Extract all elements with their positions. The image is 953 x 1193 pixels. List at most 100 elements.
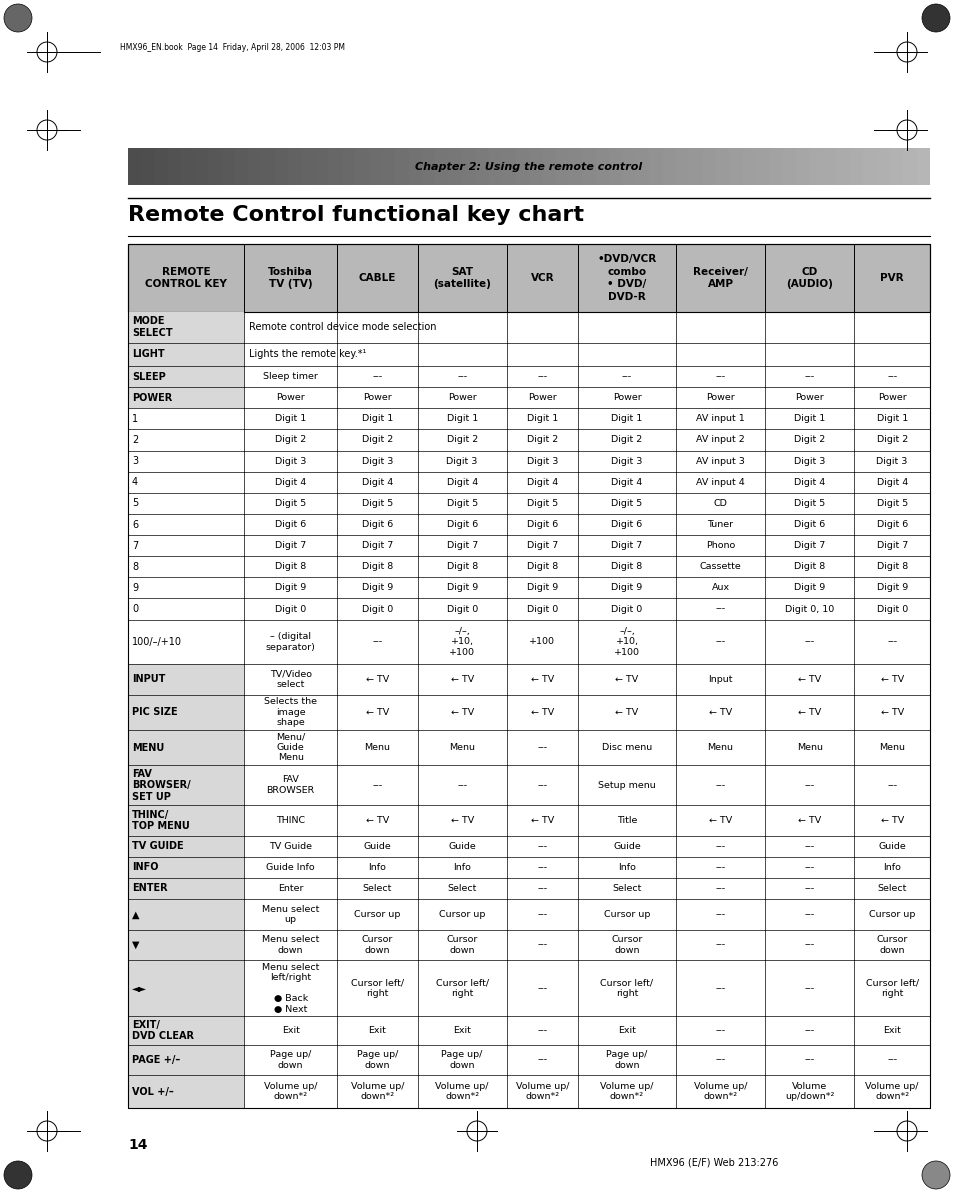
Bar [421, 148, 435, 185]
Bar [488, 148, 501, 185]
Bar [341, 148, 355, 185]
Text: Cursor up: Cursor up [868, 910, 914, 919]
Text: Digit 0: Digit 0 [876, 605, 907, 613]
Text: +100: +100 [529, 637, 555, 647]
Bar [314, 148, 328, 185]
Bar [128, 245, 929, 313]
Text: ---: --- [803, 984, 814, 993]
Text: ← TV: ← TV [530, 816, 554, 824]
Text: PAGE +/–: PAGE +/– [132, 1055, 180, 1065]
Text: Volume up/
down*²: Volume up/ down*² [351, 1082, 404, 1101]
Text: Digit 5: Digit 5 [274, 499, 306, 508]
Text: ---: --- [715, 605, 725, 613]
Text: Page up/
down: Page up/ down [270, 1050, 311, 1070]
Bar [596, 148, 609, 185]
Text: Guide: Guide [878, 842, 905, 851]
Bar [194, 148, 208, 185]
Bar [782, 148, 796, 185]
Text: ---: --- [803, 1056, 814, 1064]
Text: ---: --- [715, 984, 725, 993]
Text: –/–,
+10,
+100: –/–, +10, +100 [614, 628, 639, 657]
Bar [769, 148, 782, 185]
Bar [515, 148, 529, 185]
Text: Digit 6: Digit 6 [611, 520, 642, 528]
Text: Digit 4: Digit 4 [274, 477, 306, 487]
Bar [128, 1016, 244, 1045]
Text: Power: Power [705, 394, 734, 402]
Text: Digit 1: Digit 1 [526, 414, 558, 424]
Text: PVR: PVR [880, 273, 903, 283]
Text: 3: 3 [132, 456, 138, 466]
Bar [529, 148, 542, 185]
Text: Cursor up: Cursor up [438, 910, 485, 919]
Text: ← TV: ← TV [366, 707, 389, 717]
Text: ---: --- [715, 372, 725, 381]
Text: Guide Info: Guide Info [266, 863, 314, 872]
Text: AV input 3: AV input 3 [696, 457, 744, 465]
Text: Digit 2: Digit 2 [876, 435, 907, 445]
Text: Digit 5: Digit 5 [876, 499, 907, 508]
Text: Page up/
down: Page up/ down [606, 1050, 647, 1070]
Bar [556, 148, 569, 185]
Bar [702, 148, 716, 185]
Text: Power: Power [795, 394, 823, 402]
Text: Volume up/
down*²: Volume up/ down*² [599, 1082, 653, 1101]
Bar [876, 148, 889, 185]
Text: Cursor up: Cursor up [354, 910, 400, 919]
Bar [676, 148, 689, 185]
Text: Digit 4: Digit 4 [876, 477, 907, 487]
Bar [916, 148, 929, 185]
Text: ---: --- [803, 372, 814, 381]
Text: Digit 1: Digit 1 [274, 414, 306, 424]
Bar [128, 342, 244, 366]
Text: – (digital
separator): – (digital separator) [266, 632, 315, 651]
Text: ← TV: ← TV [530, 675, 554, 684]
Text: Digit 6: Digit 6 [526, 520, 558, 528]
Bar [128, 245, 929, 313]
Text: ENTER: ENTER [132, 884, 168, 894]
Text: Digit 3: Digit 3 [446, 457, 477, 465]
Text: Guide: Guide [363, 842, 391, 851]
Bar [862, 148, 876, 185]
Bar [128, 805, 244, 835]
Text: ← TV: ← TV [615, 675, 638, 684]
Text: Cursor
down: Cursor down [446, 935, 477, 954]
Text: AV input 2: AV input 2 [696, 435, 744, 445]
Text: ---: --- [803, 780, 814, 790]
Text: ← TV: ← TV [450, 675, 474, 684]
Text: ▼: ▼ [132, 940, 139, 950]
Text: ---: --- [803, 1026, 814, 1036]
Text: ---: --- [537, 743, 547, 752]
Text: Select: Select [362, 884, 392, 892]
Text: Select: Select [447, 884, 476, 892]
Bar [809, 148, 822, 185]
Text: Digit 4: Digit 4 [611, 477, 642, 487]
Text: Info: Info [882, 863, 901, 872]
Text: THINC: THINC [275, 816, 305, 824]
Text: ---: --- [537, 884, 547, 892]
Bar [128, 148, 141, 185]
Text: MODE
SELECT: MODE SELECT [132, 316, 172, 338]
Bar [622, 148, 636, 185]
Circle shape [4, 1161, 32, 1189]
Text: ← TV: ← TV [708, 816, 732, 824]
Text: Menu: Menu [449, 743, 475, 752]
Text: ← TV: ← TV [366, 816, 389, 824]
Bar [128, 878, 244, 900]
Text: ---: --- [537, 780, 547, 790]
Text: Toshiba
TV (TV): Toshiba TV (TV) [268, 267, 313, 289]
Text: Power: Power [276, 394, 305, 402]
Text: Digit 2: Digit 2 [274, 435, 306, 445]
Text: Menu: Menu [796, 743, 821, 752]
Text: EXIT/
DVD CLEAR: EXIT/ DVD CLEAR [132, 1020, 193, 1041]
Text: Chapter 2: Using the remote control: Chapter 2: Using the remote control [415, 161, 642, 172]
Text: Power: Power [877, 394, 905, 402]
Text: Cursor up: Cursor up [603, 910, 650, 919]
Text: REMOTE
CONTROL KEY: REMOTE CONTROL KEY [145, 267, 227, 289]
Text: 100/–/+10: 100/–/+10 [132, 637, 182, 647]
Text: ---: --- [537, 984, 547, 993]
Text: 9: 9 [132, 583, 138, 593]
Bar [128, 835, 244, 857]
Bar [128, 765, 244, 805]
Bar [662, 148, 676, 185]
